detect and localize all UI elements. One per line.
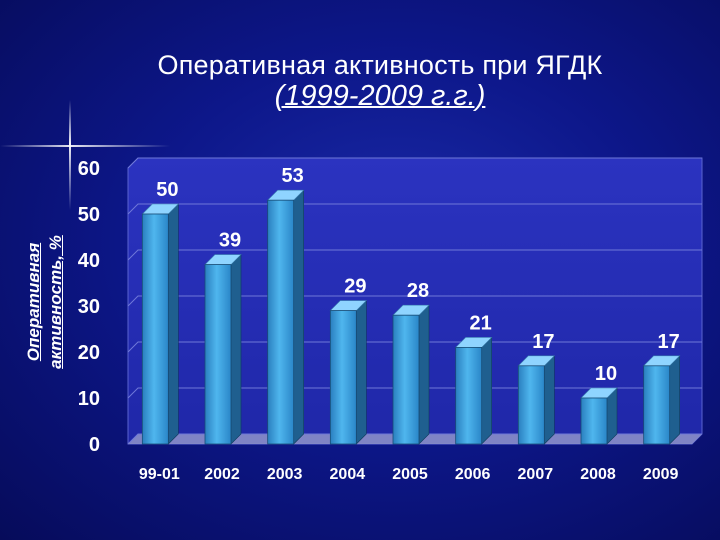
x-tick-label: 2008 (580, 466, 616, 483)
bar-side (669, 355, 680, 445)
data-label: 17 (658, 331, 680, 353)
sparkle-decoration (0, 145, 170, 147)
bar (392, 314, 420, 445)
bar-side (293, 189, 304, 445)
x-tick-label: 2009 (643, 466, 679, 483)
data-label: 50 (156, 179, 178, 201)
gridline (127, 387, 702, 399)
x-tick-label: 99-01 (139, 466, 180, 483)
bar-side (418, 304, 430, 445)
x-tick-label: 2007 (518, 466, 554, 483)
bar (455, 346, 483, 445)
slide-title: Оперативная активность при ЯГДК (157, 50, 603, 80)
data-label: 29 (344, 276, 366, 298)
bar (643, 365, 671, 445)
bar (204, 264, 232, 445)
y-tick-label: 0 (89, 434, 100, 456)
bar (517, 365, 545, 445)
bar-side (230, 253, 242, 445)
sparkle-decoration-vertical (69, 100, 71, 210)
bar (267, 199, 295, 445)
data-label: 10 (595, 363, 617, 385)
bar (580, 397, 608, 445)
bar-side (544, 355, 555, 445)
y-tick-label: 50 (78, 204, 100, 226)
bar (329, 310, 357, 445)
y-tick-label: 20 (78, 342, 100, 364)
data-label: 28 (407, 280, 429, 302)
gridline (127, 341, 702, 353)
data-label: 39 (219, 230, 241, 252)
bar-side (356, 299, 367, 445)
data-label: 21 (470, 312, 492, 334)
data-label: 53 (282, 165, 304, 187)
gridline (127, 433, 702, 445)
gridline (127, 249, 702, 261)
x-tick-label: 2005 (392, 466, 428, 483)
x-tick-label: 2006 (455, 466, 491, 483)
y-tick-label: 40 (78, 250, 100, 272)
slide-subtitle: (1999-2009 г.г.) (274, 80, 486, 112)
x-tick-label: 2002 (204, 466, 240, 483)
data-label: 17 (532, 331, 554, 353)
gridline (127, 203, 702, 215)
gridline (127, 295, 702, 307)
bar-side (481, 336, 492, 445)
y-tick-label: 30 (78, 296, 100, 318)
y-tick-label: 10 (78, 388, 100, 410)
x-tick-label: 2003 (267, 466, 303, 483)
bar-side (168, 203, 179, 445)
y-tick-label: 60 (78, 158, 100, 180)
bar (141, 213, 169, 445)
x-tick-label: 2004 (330, 466, 366, 483)
gridline (127, 157, 702, 169)
